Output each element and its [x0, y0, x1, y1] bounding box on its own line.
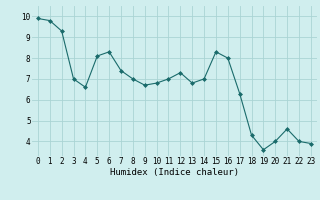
X-axis label: Humidex (Indice chaleur): Humidex (Indice chaleur): [110, 168, 239, 177]
